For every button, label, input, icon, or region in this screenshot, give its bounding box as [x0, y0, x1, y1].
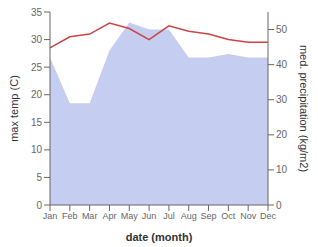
svg-text:Feb: Feb: [62, 211, 78, 221]
svg-text:Aug: Aug: [181, 211, 197, 221]
svg-text:Mar: Mar: [82, 211, 98, 221]
svg-text:Apr: Apr: [102, 211, 116, 221]
svg-text:10: 10: [276, 164, 288, 175]
svg-text:Jul: Jul: [163, 211, 175, 221]
svg-text:Oct: Oct: [221, 211, 236, 221]
svg-text:35: 35: [31, 7, 43, 18]
svg-text:25: 25: [31, 62, 43, 73]
svg-text:Jun: Jun: [142, 211, 157, 221]
svg-text:20: 20: [276, 129, 288, 140]
svg-text:Jan: Jan: [43, 211, 58, 221]
svg-text:5: 5: [36, 172, 42, 183]
svg-text:10: 10: [31, 144, 43, 155]
svg-text:40: 40: [276, 59, 288, 70]
svg-text:Sep: Sep: [201, 211, 217, 221]
svg-text:20: 20: [31, 89, 43, 100]
svg-text:date (month): date (month): [126, 231, 193, 243]
svg-text:Dec: Dec: [260, 211, 277, 221]
svg-text:50: 50: [276, 24, 288, 35]
svg-text:0: 0: [276, 200, 282, 211]
svg-text:May: May: [121, 211, 139, 221]
svg-text:Nov: Nov: [240, 211, 257, 221]
svg-text:30: 30: [31, 34, 43, 45]
svg-text:0: 0: [36, 200, 42, 211]
svg-text:15: 15: [31, 117, 43, 128]
svg-text:med. precipitation (kg/m2): med. precipitation (kg/m2): [298, 45, 310, 172]
svg-text:30: 30: [276, 94, 288, 105]
svg-text:max temp (C): max temp (C): [8, 75, 20, 142]
